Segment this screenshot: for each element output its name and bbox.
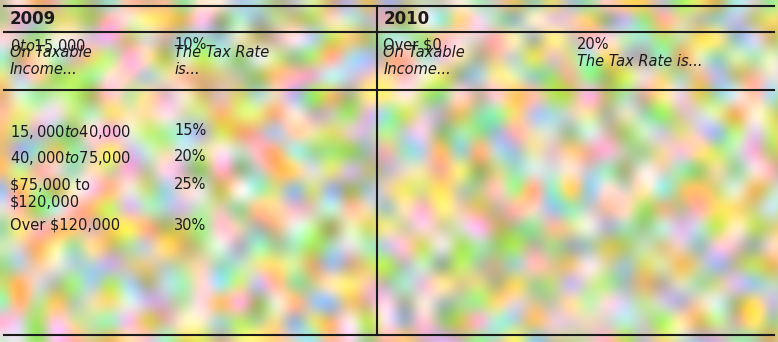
Text: 20%: 20% [577,37,610,52]
Text: On Taxable
Income...: On Taxable Income... [10,45,92,77]
Text: $75,000 to
$120,000: $75,000 to $120,000 [10,177,90,209]
Text: Over $0: Over $0 [384,37,442,52]
Text: The Tax Rate
is...: The Tax Rate is... [174,45,269,77]
Text: 2010: 2010 [384,10,429,28]
Text: $40,000 to $75,000: $40,000 to $75,000 [10,149,131,167]
Text: 20%: 20% [174,149,206,164]
Text: 30%: 30% [174,218,206,233]
Text: 25%: 25% [174,177,206,192]
Text: 15%: 15% [174,123,206,138]
Text: $0 to $15,000: $0 to $15,000 [10,37,86,55]
Text: 10%: 10% [174,37,206,52]
Text: Over $120,000: Over $120,000 [10,218,120,233]
Text: 2009: 2009 [10,10,56,28]
Text: On Taxable
Income...: On Taxable Income... [384,45,465,77]
Text: The Tax Rate is...: The Tax Rate is... [577,53,703,68]
Text: $15,000 to $40,000: $15,000 to $40,000 [10,123,131,141]
